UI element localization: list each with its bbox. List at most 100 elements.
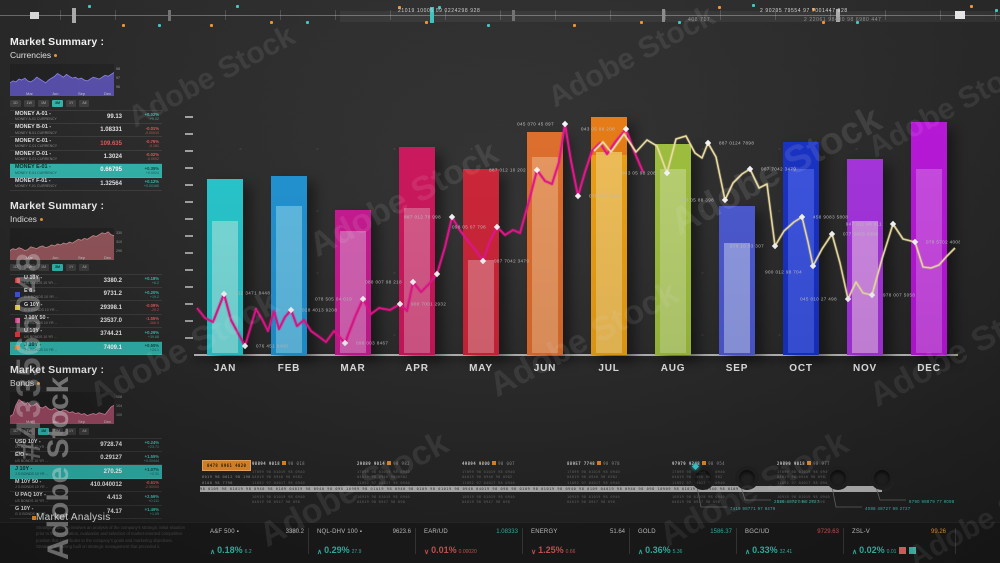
range-pill-1d[interactable]: 1D [10, 100, 21, 107]
ring-dial-3[interactable] [826, 466, 850, 490]
ticker-item-7[interactable]: ZSL-V 99.26 ∧ 0.02% 0.01 [852, 528, 952, 558]
row-change-percent: -0.02% [145, 152, 159, 158]
data-strip-group-header: 49894 9800 98 007 [462, 461, 515, 466]
bar-oct-current[interactable] [788, 169, 814, 353]
range-pill-1w[interactable]: 1W [23, 264, 35, 271]
ring-dial-4[interactable] [870, 466, 894, 490]
bar-sep-current[interactable] [724, 242, 750, 353]
range-pill-1m[interactable]: 1M [38, 100, 49, 107]
ticker-delta: 0.01 [886, 549, 897, 555]
mini-chart-y-label: 290 [116, 249, 122, 253]
row-change-delta: -0.00010 [144, 130, 159, 135]
summary-row[interactable]: U PAQ 10Y - US BONDS 10 YR ... 4.413 +2.56%… [10, 492, 162, 506]
summary-row[interactable]: E 8 -G 8 BONDS 10 YR ... 9731.2 +0.20% +19.… [10, 288, 162, 302]
ring-dial-2[interactable] [735, 466, 759, 490]
summary-row[interactable]: MONEY B-01 - MONEY B-01 CURRENCY 1.08331 -0… [10, 124, 162, 138]
bar-feb-current[interactable] [276, 206, 302, 353]
bar-nov-current[interactable] [852, 220, 878, 353]
bar-jul-current[interactable] [596, 152, 622, 353]
range-pill-all[interactable]: All [79, 100, 90, 107]
ticker-percent: 0.33% [752, 545, 778, 555]
data-strip-row: 04019 98 0947 98 098 [567, 500, 616, 505]
summary-row[interactable]: MONEY D-01 - MONEY D-01 CURRENCY 1.3024 -0.… [10, 151, 162, 165]
summary-row[interactable]: J 10Y -J G BONDS 10 YR ... 7409.1 +0.50% +2… [10, 341, 162, 355]
row-change-percent: +0.20% [144, 289, 159, 295]
summary-row[interactable]: J 10Y -J G BONDS 10 YR ... 270.25 +1.07% +2… [10, 465, 162, 479]
ring-dial-1[interactable] [691, 466, 715, 490]
range-pill-1y[interactable]: 1Y [66, 428, 77, 435]
summary-row[interactable]: MONEY A-01 - MONEY A-01 CURRENCY 99.13 +0.0… [10, 111, 162, 124]
ticker-value: 99.26 [930, 529, 946, 535]
summary-row[interactable]: U 10Y - US BONDS 10 YR ... 3744.21 +0.29% +3… [10, 328, 162, 342]
bar-may-current[interactable] [468, 259, 494, 353]
summary-row[interactable]: G 10Y -G G BONDS 10 YR ... 74.17 +1.49% +1.… [10, 506, 162, 519]
range-pill-all[interactable]: All [79, 264, 90, 271]
row-change: +0.20% +19.2 [125, 290, 159, 299]
bar-jun-current[interactable] [532, 157, 558, 353]
trend-yellow [593, 133, 956, 300]
range-pill-3m[interactable]: 3M [52, 100, 63, 107]
bar-dec-current[interactable] [916, 169, 942, 353]
range-pill-1m[interactable]: 1M [38, 428, 49, 435]
summary-row[interactable]: USD 10Y - UC BONDS 10 YR ... 9728.74 +0.24%… [10, 439, 162, 452]
hud-dot-orange [573, 24, 576, 27]
y-axis-tick [185, 116, 193, 118]
ticker-item-1[interactable]: A&F 500 ▪ 3380.2 ∧ 0.18% 6.2 [210, 528, 310, 558]
ticker-change: ∧ 0.36% 5.36 [638, 540, 682, 558]
hud-band [340, 11, 1000, 22]
data-strip-row: 17099 98 01019 98 0940 [252, 470, 305, 474]
ticker-change: ∧ 0.33% 32.41 [745, 540, 792, 558]
summary-row[interactable]: G 10Y -G G BONDS 10 YR ... 29398.1 -0.09% -… [10, 301, 162, 315]
data-strip-tag[interactable]: 0478 8961 4020 [202, 460, 252, 471]
hud-readout: 2 90295 79554 97 7001447 928 [760, 8, 848, 14]
summary-row[interactable]: MONEY F-01 - MONEY F-01 CURRENCY 1.32564 +0… [10, 178, 162, 191]
row-change-delta: +24.1 [149, 348, 159, 353]
orange-chip-icon [387, 461, 392, 465]
month-label: JAN [213, 363, 237, 374]
range-pill-1y[interactable]: 1Y [66, 100, 77, 107]
data-strip-row: 04019 98 0947 98 098 [252, 500, 301, 505]
bar-jan-current[interactable] [212, 220, 238, 353]
ticker-divider [308, 528, 309, 554]
range-pill-1m[interactable]: 1M [38, 264, 49, 271]
summary-row[interactable]: J 10Y 50 -J G BONDS 10 YR ... 23537.0 -1.5… [10, 315, 162, 329]
y-axis-tick [185, 218, 193, 220]
range-pill-1d[interactable]: 1D [10, 428, 21, 435]
month-label: NOV [852, 363, 878, 374]
bottom-ticker: A&F 500 ▪ 3380.2 ∧ 0.18% 6.2 NQL-DHV 100 ▪ 962… [0, 522, 1000, 563]
bar-mar-current[interactable] [340, 230, 366, 353]
header-right: 98 978 [603, 461, 620, 466]
row-value: 9728.74 [100, 441, 122, 448]
row-change: -0.61% -2.50000 [125, 480, 159, 489]
range-pill-1y[interactable]: 1Y [66, 264, 77, 271]
ticker-item-4[interactable]: ENERGY 51.64 ∨ 1.25% 0.66 [531, 528, 631, 558]
range-pill-1w[interactable]: 1W [23, 100, 35, 107]
summary-row[interactable]: M 10Y 50 -J G BONDS 10 YR ... 410.040012-… [10, 479, 162, 493]
summary-row[interactable]: MONEY C-01 - MONEY C-01 CURRENCY 109.635 -0… [10, 137, 162, 151]
range-pill-all[interactable]: All [79, 428, 90, 435]
bar-aug-current[interactable] [660, 169, 686, 353]
summary-row[interactable]: MONEY E-01 - MONEY E-01 CURRENCY 0.66795 +0… [10, 164, 162, 178]
range-pill-3m[interactable]: 3M [52, 264, 63, 271]
row-change-delta: +0.00160 [143, 184, 159, 189]
ticker-item-5[interactable]: GOLD 1586.37 ∧ 0.36% 5.36 [638, 528, 738, 558]
data-strip-highlight-row[interactable]: 98 0109 98 01019 98 0940 98 0109 04019 9… [200, 486, 882, 492]
bar-apr-current[interactable] [404, 208, 430, 353]
row-change: +1.55% +0.00444 [125, 454, 159, 463]
row-description: US BONDS 10 YR ... [24, 334, 57, 339]
header-right: 98 018 [288, 461, 305, 466]
ticker-item-3[interactable]: EAR/UD 1.08333 ∨ 0.01% 0.00020 [424, 528, 524, 558]
row-labels: J 10Y -J G BONDS 10 YR ... [24, 342, 57, 353]
row-labels: E 8 -G 8 BONDS 10 YR ... [24, 288, 58, 299]
row-symbol: MONEY B-01 - [15, 124, 52, 131]
summary-row[interactable]: U 10Y - US BONDS 10 YR ... 3380.2 +0.18% +6.… [10, 275, 162, 288]
range-pill-1w[interactable]: 1W [23, 428, 35, 435]
range-pill-1d[interactable]: 1D [10, 264, 21, 271]
row-description: US BONDS 10 YR ... [15, 498, 48, 503]
ticker-item-6[interactable]: BGC/UD 9729.63 ∧ 0.33% 32.41 [745, 528, 845, 558]
ticker-item-2[interactable]: NQL-DHV 100 ▪ 9623.6 ∧ 0.29% 27.9 [317, 528, 417, 558]
row-change: +0.35% +0.0024 [125, 166, 159, 175]
row-labels: J 10Y -J G BONDS 10 YR ... [15, 466, 48, 477]
range-pill-3m[interactable]: 3M [52, 428, 63, 435]
summary-row[interactable]: E/O - US BONDS 10 YR ... 0.29127 +1.55% +0.0… [10, 452, 162, 466]
